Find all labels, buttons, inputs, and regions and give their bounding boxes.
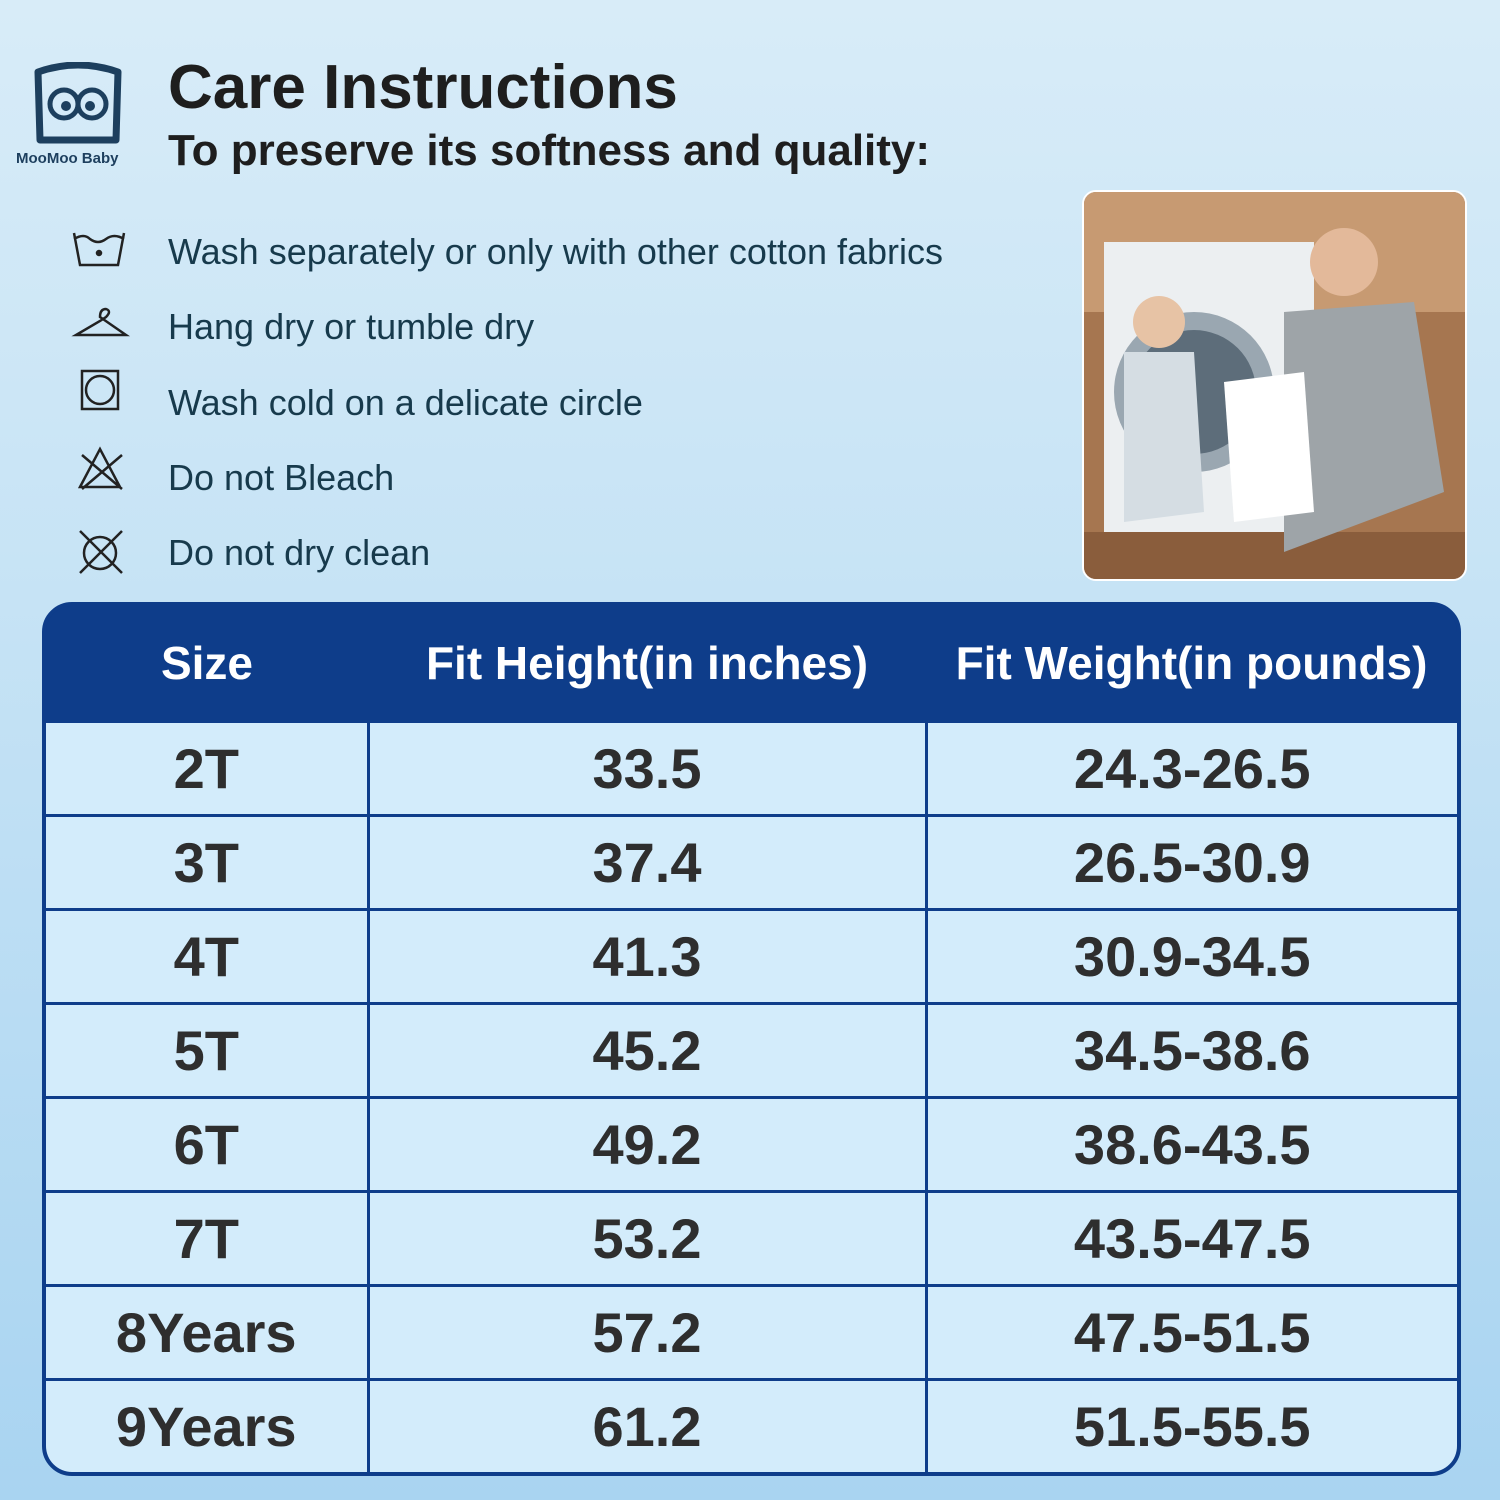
table-cell: 33.5 (366, 719, 928, 818)
table-row: 7T 53.2 43.5-47.5 (46, 1190, 1457, 1288)
table-cell: 49.2 (366, 1096, 928, 1194)
table-cell: 30.9-34.5 (924, 908, 1457, 1006)
table-cell: 6T (46, 1096, 370, 1194)
table-cell: 9Years (46, 1378, 370, 1472)
table-cell: 41.3 (366, 908, 928, 1006)
table-row: 5T 45.2 34.5-38.6 (46, 1002, 1457, 1100)
column-header: Size (46, 606, 368, 722)
table-row: 9Years 61.2 51.5-55.5 (46, 1378, 1457, 1472)
subtitle: To preserve its softness and quality: (168, 126, 931, 175)
table-cell: 43.5-47.5 (924, 1190, 1457, 1288)
care-item: Hang dry or tumble dry (168, 306, 535, 348)
table-cell: 61.2 (366, 1378, 928, 1472)
table-cell: 5T (46, 1002, 370, 1100)
table-cell: 51.5-55.5 (924, 1378, 1457, 1472)
table: Size Fit Height(in inches) Fit Weight(in p… (46, 606, 1457, 1472)
table-cell: 47.5-51.5 (924, 1284, 1457, 1382)
table-cell: 37.4 (366, 814, 928, 912)
logo-text: MooMoo Baby (16, 150, 119, 167)
table-cell: 26.5-30.9 (924, 814, 1457, 912)
care-item: Do not dry clean (168, 532, 431, 574)
care-item: Wash cold on a delicate circle (168, 381, 643, 423)
table-cell: 53.2 (366, 1190, 928, 1288)
column-header: Fit Height(in inches) (368, 606, 926, 722)
logo-icon (34, 62, 122, 144)
table-cell: 38.6-43.5 (924, 1096, 1457, 1194)
table-cell: 57.2 (366, 1284, 928, 1382)
care-icons (71, 232, 130, 574)
table-cell: 24.3-26.5 (924, 719, 1457, 818)
table-cell: 7T (46, 1190, 370, 1288)
table-cell: 4T (46, 908, 370, 1006)
table-row: 8Years 57.2 47.5-51.5 (46, 1284, 1457, 1382)
table-cell: 34.5-38.6 (924, 1002, 1457, 1100)
table-cell: 2T (46, 719, 370, 818)
table-row: 2T 33.5 24.3-26.5 (46, 719, 1457, 818)
title: Care Instructions (168, 53, 678, 122)
table-cell: 3T (46, 814, 370, 912)
column-header: Fit Weight(in pounds) (926, 606, 1457, 722)
header-row: Size Fit Height(in inches) Fit Weight(in p… (46, 606, 1457, 722)
table-row: 6T 49.2 38.6-43.5 (46, 1096, 1457, 1194)
care-item: Do not Bleach (168, 456, 395, 498)
care-item: Wash separately or only with other cotto… (168, 231, 944, 272)
table-row: 3T 37.4 26.5-30.9 (46, 814, 1457, 912)
photo (1082, 190, 1467, 581)
table-cell: 8Years (46, 1284, 370, 1382)
size-table: Size Fit Height(in inches) Fit Weight(in p… (42, 602, 1461, 1476)
table-cell: 45.2 (366, 1002, 928, 1100)
table-row: 4T 41.3 30.9-34.5 (46, 908, 1457, 1006)
